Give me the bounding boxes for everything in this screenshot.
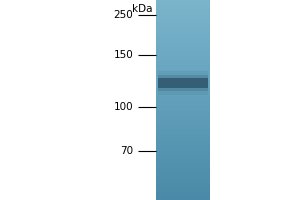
Text: 70: 70: [120, 146, 134, 156]
Text: 150: 150: [114, 50, 134, 60]
Text: 100: 100: [114, 102, 134, 112]
Text: 250: 250: [114, 10, 134, 20]
Text: kDa: kDa: [132, 4, 152, 14]
